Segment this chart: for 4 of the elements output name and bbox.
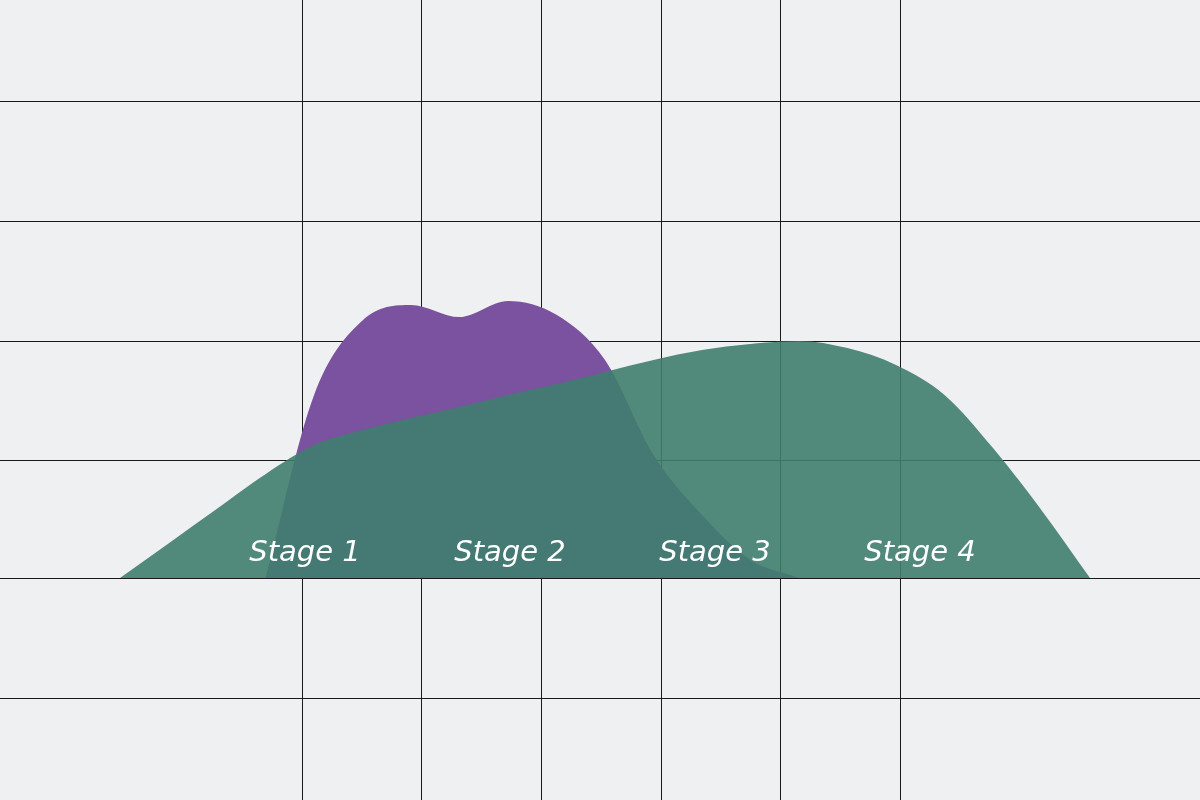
annotation: Stage 4 [864,533,976,568]
annotation: Stage 2 [454,533,566,568]
annotation: Stage 3 [659,533,771,568]
annotation: Stage 1 [249,533,361,568]
